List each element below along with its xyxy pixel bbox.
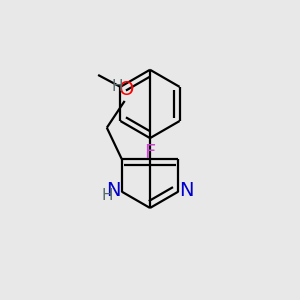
Text: N: N <box>179 181 194 200</box>
Text: F: F <box>144 143 156 163</box>
Text: N: N <box>106 181 121 200</box>
Text: H: H <box>102 188 113 203</box>
Text: H: H <box>112 80 123 94</box>
Text: O: O <box>118 80 134 99</box>
